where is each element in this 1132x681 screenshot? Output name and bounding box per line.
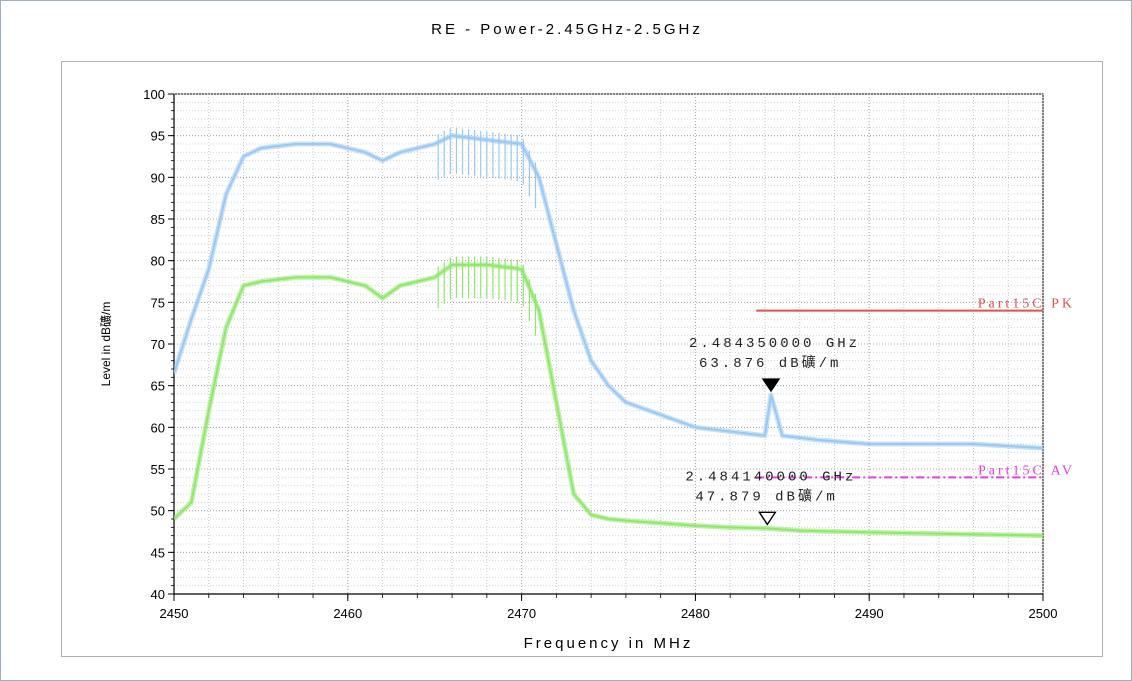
y-tick-label: 90	[151, 170, 165, 185]
x-tick-label: 2500	[1029, 606, 1058, 621]
marker-2-level: 47.879 dB礦/m	[695, 487, 837, 505]
marker-2-triangle	[758, 511, 777, 526]
plot-panel: 40 45 50 55 60 65 70 75 80 85 90 95 100 2450 2460 2470 2…	[61, 61, 1103, 657]
y-tick-label: 50	[151, 504, 165, 519]
y-tick-label: 65	[151, 379, 165, 394]
y-tick-label: 100	[143, 87, 165, 102]
y-tick-label: 80	[151, 254, 165, 269]
x-tick-label: 2490	[855, 606, 884, 621]
y-tick-label: 85	[151, 212, 165, 227]
y-tick-label: 45	[151, 545, 165, 560]
chart-title: RE - Power-2.45GHz-2.5GHz	[431, 21, 703, 38]
x-tick-label: 2460	[333, 606, 362, 621]
y-axis-title: Level in dB礦/m	[98, 302, 113, 387]
marker-2-frequency: 2.484140000 GHz	[685, 469, 856, 485]
y-tick-label: 55	[151, 462, 165, 477]
y-tick-label: 95	[151, 129, 165, 144]
emission-chart: 40 45 50 55 60 65 70 75 80 85 90 95 100 2450 2460 2470 2…	[98, 87, 1075, 652]
y-tick-label: 60	[151, 420, 165, 435]
limit-label-pk: Part15C PK	[978, 297, 1075, 312]
marker-1-triangle	[761, 378, 781, 393]
y-tick-label: 40	[151, 587, 165, 602]
marker-1-frequency: 2.484350000 GHz	[689, 336, 860, 352]
x-tick-label: 2470	[507, 606, 536, 621]
y-tick-label: 70	[151, 337, 165, 352]
x-tick-label: 2480	[681, 606, 710, 621]
limit-label-av: Part15C AV	[978, 463, 1075, 478]
marker-1-level: 63.876 dB礦/m	[699, 354, 841, 372]
x-tick-label: 2450	[160, 606, 189, 621]
peak-trace	[174, 134, 1043, 450]
y-tick-label: 75	[151, 295, 165, 310]
x-axis-title: Frequency in MHz	[524, 635, 694, 652]
